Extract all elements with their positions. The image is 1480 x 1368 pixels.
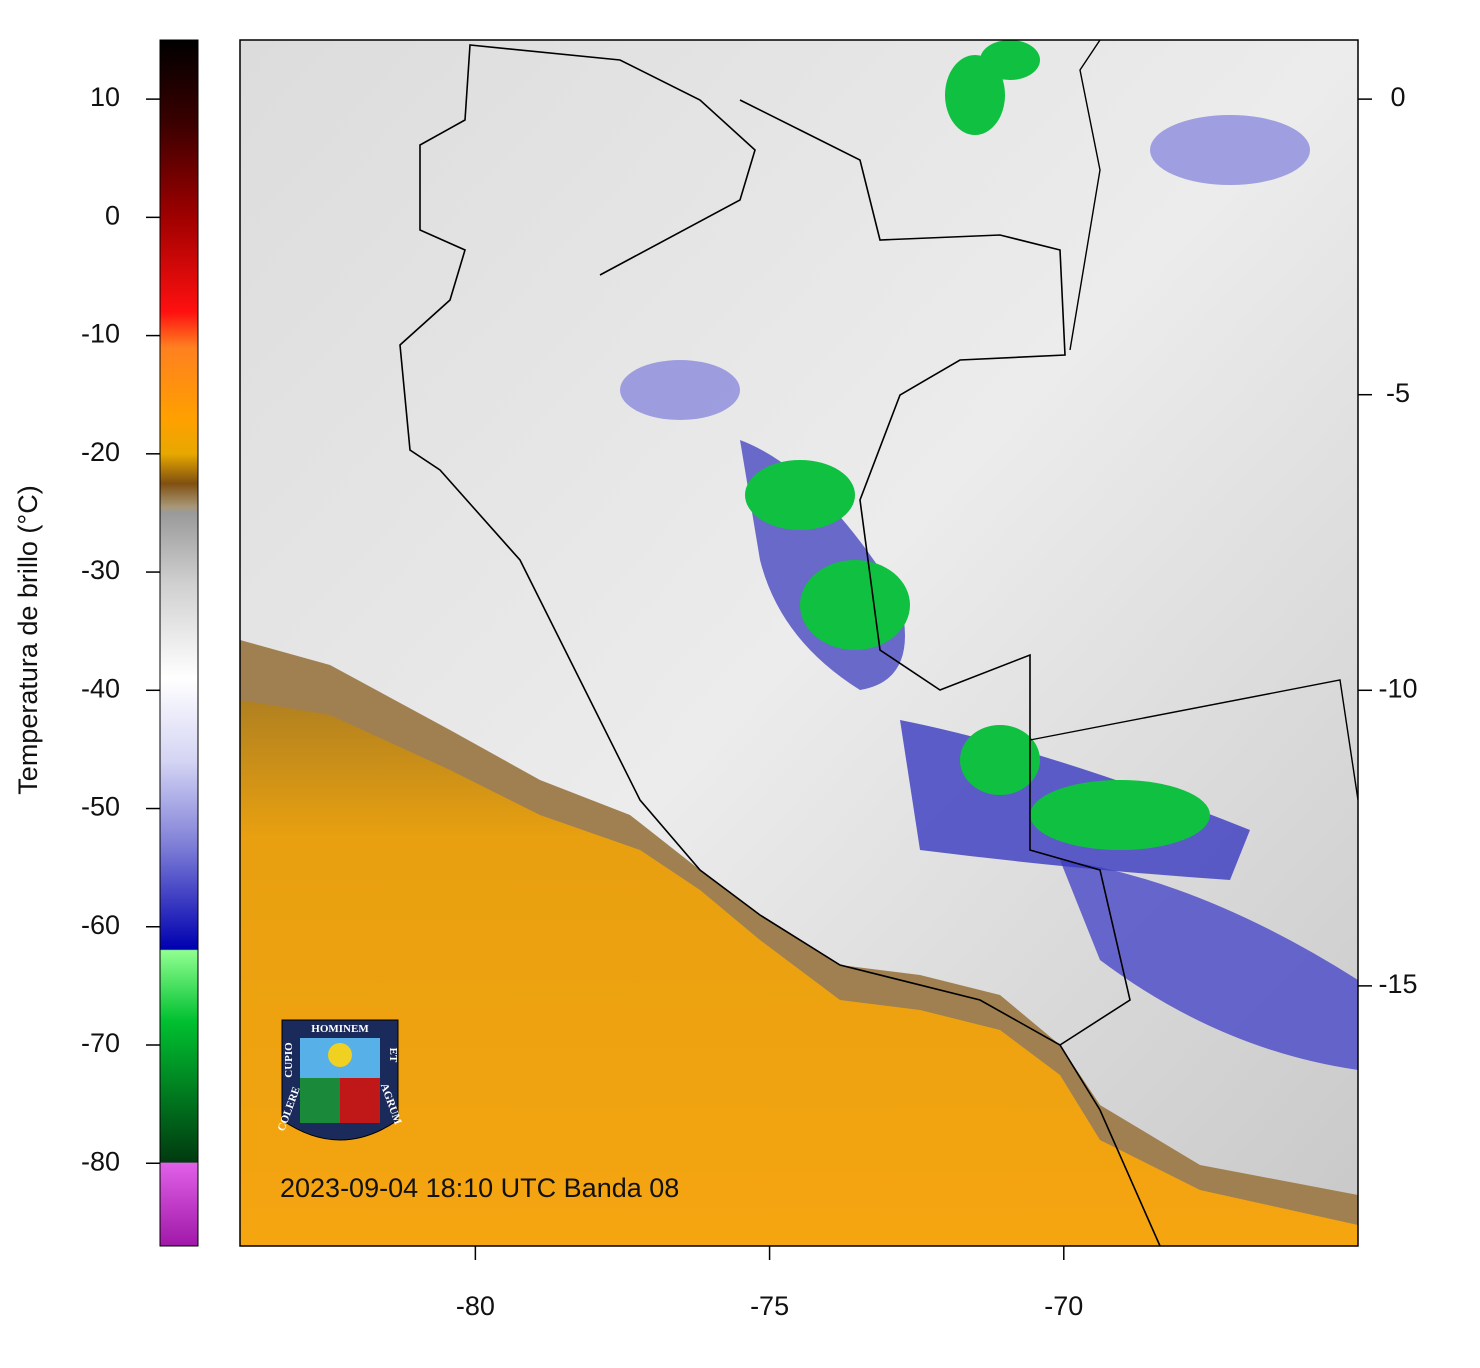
logo: HOMINEM CUPIO COLERE ET AGRUM <box>276 1019 404 1141</box>
map-frame <box>239 39 1359 1247</box>
colorbar-tick-label: -70 <box>81 1028 120 1058</box>
colorbar-tick-label: -50 <box>81 792 120 822</box>
satellite-image <box>240 40 1358 1246</box>
colorbar-tick-label: 0 <box>105 200 120 230</box>
colorbar-tick-label: -60 <box>81 910 120 940</box>
y-tick-label: -15 <box>1378 969 1417 999</box>
colorbar-tick-label: -20 <box>81 437 120 467</box>
logo-text: ET <box>387 1048 399 1063</box>
colorbar-tick-label: -10 <box>81 319 120 349</box>
x-tick-label: -70 <box>1044 1291 1083 1321</box>
colorbar-tick-label: -80 <box>81 1146 120 1176</box>
colorbar-label: Temperatura de brillo (°C) <box>13 485 43 794</box>
y-tick-label: -10 <box>1378 673 1417 703</box>
logo-text: CUPIO <box>283 1042 295 1078</box>
y-tick-label: -5 <box>1386 378 1410 408</box>
colorbar-tick-label: -30 <box>81 555 120 585</box>
logo-text: HOMINEM <box>311 1023 369 1035</box>
colorbar-tick-label: 10 <box>90 82 120 112</box>
annotation: 2023-09-04 18:10 UTC Banda 08 <box>280 1173 679 1203</box>
colorbar-tick-label: -40 <box>81 673 120 703</box>
colorbar <box>159 39 199 1247</box>
x-tick-label: -80 <box>456 1291 495 1321</box>
x-tick-label: -75 <box>750 1291 789 1321</box>
y-tick-label: 0 <box>1390 82 1405 112</box>
